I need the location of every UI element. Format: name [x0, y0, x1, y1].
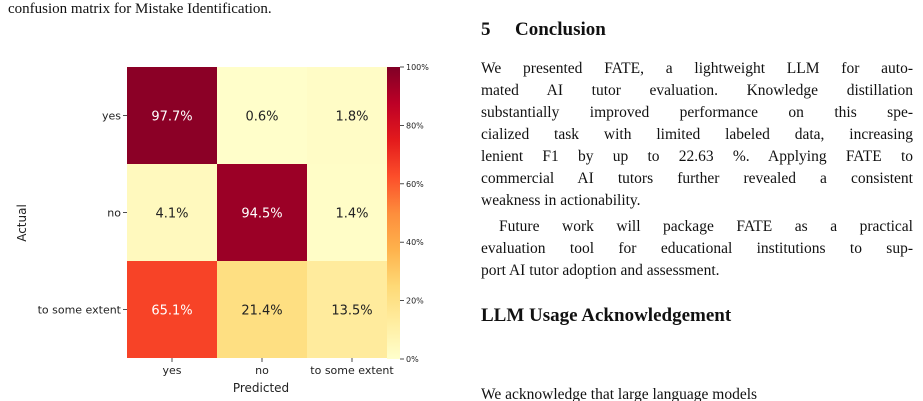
cell-value-label: 94.5% [241, 207, 282, 222]
y-axis-ticks: yes no to some extent [38, 110, 127, 317]
cell-value-label: 1.4% [335, 207, 368, 222]
text-line: mated AI tutor evaluation. Knowledge dis… [481, 82, 913, 99]
x-tick-label: no [255, 364, 269, 377]
text-line: lenient F1 by up to 22.63 %. Applying FA… [481, 148, 913, 165]
heatmap-cell [307, 261, 397, 358]
x-axis-label: Predicted [233, 381, 289, 395]
llm-usage-paragraph: We acknowledge that large language model… [481, 384, 913, 401]
colorbar-tick-label: 100% [406, 63, 429, 72]
heatmap-cell [217, 261, 307, 358]
colorbar-tick-label: 60% [406, 180, 424, 189]
heatmap-cell [127, 67, 217, 164]
figure-caption: confusion matrix for Mistake Identificat… [8, 1, 272, 17]
conclusion-paragraph-1: We presented FATE, a lightweight LLM for… [481, 58, 913, 212]
cell-value-label: 65.1% [151, 304, 192, 319]
text-line: weakness in actionability. [481, 192, 641, 209]
text-line: evaluation tool for educational institut… [481, 240, 913, 257]
text-line: commercial AI tutors further revealed a … [481, 170, 913, 187]
y-tick-label: to some extent [38, 304, 122, 317]
cell-value-label: 1.8% [335, 110, 368, 125]
colorbar [387, 67, 400, 359]
colorbar-ticks: 0% 20% 40% 60% 80% 100% [400, 63, 429, 364]
heatmap-cell-labels: 97.7% 0.6% 1.8% 4.1% 94.5% 1.4% 65.1% 21.4% 13.5… [151, 110, 372, 319]
cell-value-label: 21.4% [241, 304, 282, 319]
y-tick-label: yes [102, 110, 121, 123]
text-line: Future work will package FATE as a pract… [499, 218, 913, 235]
colorbar-tick-label: 80% [406, 121, 424, 130]
x-tick-label: yes [162, 364, 181, 377]
cell-value-label: 0.6% [245, 110, 278, 125]
section-heading-llm-usage: LLM Usage Acknowledgement [481, 305, 732, 326]
y-axis-label: Actual [15, 204, 29, 242]
heatmap-cell [127, 164, 217, 261]
heatmap-cells [127, 67, 397, 358]
cell-value-label: 13.5% [331, 304, 372, 319]
heatmap-cell [307, 164, 397, 261]
conclusion-paragraph-2: Future work will package FATE as a pract… [481, 216, 913, 282]
text-line: port AI tutor adoption and assessment. [481, 262, 720, 279]
confusion-matrix-figure: 97.7% 0.6% 1.8% 4.1% 94.5% 1.4% 65.1% 21.4% 13.5… [15, 63, 429, 395]
text-line: substantially improved performance on th… [481, 104, 913, 121]
heatmap-cell [307, 67, 397, 164]
section-title: Conclusion [515, 19, 606, 40]
x-axis-ticks: yes no to some extent [162, 358, 394, 377]
colorbar-tick-label: 20% [406, 297, 424, 306]
heatmap-cell [127, 261, 217, 358]
cell-value-label: 97.7% [151, 110, 192, 125]
text-line: We presented FATE, a lightweight LLM for… [481, 60, 913, 77]
text-line: cialized task with limited labeled data,… [481, 126, 913, 143]
section-number: 5 [481, 19, 491, 40]
colorbar-tick-label: 0% [406, 355, 419, 364]
text-line: We acknowledge that large language model… [481, 386, 758, 401]
x-tick-label: to some extent [310, 364, 394, 377]
y-tick-label: no [107, 207, 121, 220]
heatmap-cell [217, 67, 307, 164]
colorbar-tick-label: 40% [406, 238, 424, 247]
section-heading-conclusion: 5 Conclusion [481, 19, 606, 41]
cell-value-label: 4.1% [155, 207, 188, 222]
heatmap-cell [217, 164, 307, 261]
